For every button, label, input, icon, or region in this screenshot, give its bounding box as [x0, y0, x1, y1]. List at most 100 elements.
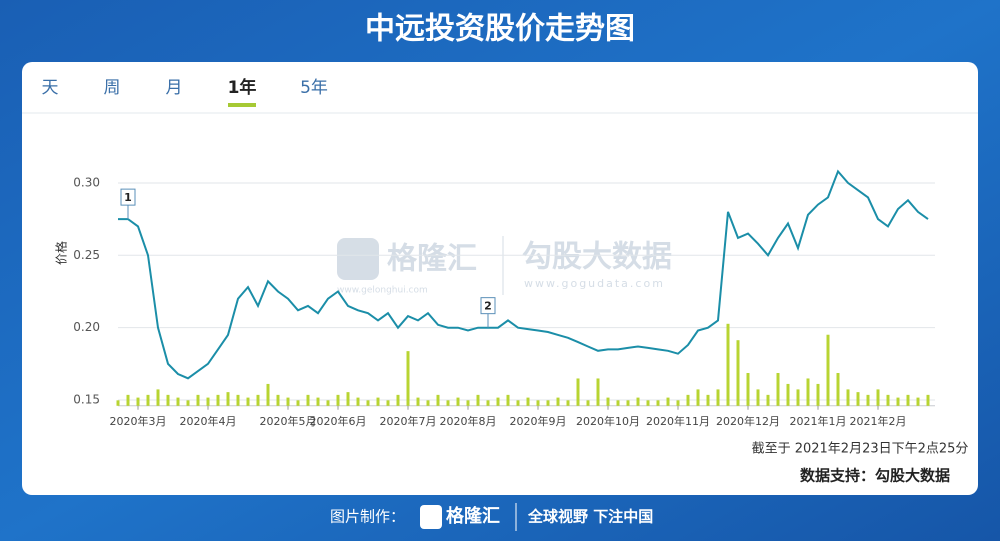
- footer-logo: [420, 505, 442, 529]
- volume-bar: [796, 389, 800, 406]
- volume-bar: [356, 397, 360, 406]
- volume-bar: [136, 397, 140, 406]
- volume-bar: [766, 394, 770, 406]
- volume-bar: [156, 389, 160, 406]
- volume-bar: [556, 397, 560, 406]
- volume-bar: [566, 400, 570, 406]
- volume-bar: [716, 389, 720, 406]
- volume-bar: [506, 394, 510, 406]
- volume-bar: [276, 394, 280, 406]
- x-tick-label: 2020年8月: [440, 414, 497, 428]
- footer-brand: 格隆汇: [446, 505, 500, 527]
- volume-bar: [906, 394, 910, 406]
- volume-bar: [836, 373, 840, 406]
- watermark-url: www.gogudata.com: [524, 277, 665, 290]
- x-tick-label: 2020年4月: [180, 414, 237, 428]
- volume-bar: [446, 400, 450, 406]
- volume-bar: [806, 378, 810, 406]
- volume-bar: [606, 397, 610, 406]
- volume-bar: [746, 373, 750, 406]
- source: 数据支持：勾股大数据: [800, 467, 950, 485]
- annotation-box: [120, 188, 136, 206]
- volume-bar: [516, 400, 520, 406]
- volume-bar: [886, 394, 890, 406]
- volume-bar: [266, 383, 270, 406]
- footer-slogan: 全球视野 下注中国: [527, 508, 653, 526]
- volume-bar: [166, 394, 170, 406]
- volume-bar: [616, 400, 620, 406]
- x-tick-label: 2020年12月: [716, 414, 780, 428]
- volume-bar: [926, 394, 930, 406]
- volume-bar: [146, 394, 150, 406]
- x-tick-label: 2021年2月: [850, 414, 907, 428]
- watermark: 格隆汇 www.gelonghui.com 勾股大数据 www.gogudata…: [337, 236, 672, 296]
- volume-bar: [126, 394, 130, 406]
- volume-bar: [736, 340, 740, 406]
- volume-bar: [536, 400, 540, 406]
- card: [22, 62, 978, 495]
- footer-label: 图片制作：: [330, 508, 405, 526]
- tab[interactable]: 周: [104, 78, 121, 98]
- annotation-box: [480, 297, 496, 315]
- volume-bar: [246, 397, 250, 406]
- volume-bar: [816, 383, 820, 406]
- x-tick-label: 2020年5月: [260, 414, 317, 428]
- volume-bar: [696, 389, 700, 406]
- tab[interactable]: 1年: [228, 77, 257, 98]
- volume-bar: [386, 400, 390, 406]
- volume-bar: [686, 394, 690, 406]
- watermark-logo: [337, 238, 379, 280]
- volume-bar: [376, 397, 380, 406]
- volume-bar: [206, 397, 210, 406]
- volume-bar: [666, 397, 670, 406]
- y-tick-label: 0.25: [73, 248, 100, 262]
- annotation-label: 1: [124, 191, 132, 204]
- x-tick-label: 2020年11月: [646, 414, 710, 428]
- volume-bar: [296, 400, 300, 406]
- volume-bar: [826, 334, 830, 406]
- tab[interactable]: 月: [166, 78, 183, 98]
- volume-bar: [346, 392, 350, 406]
- volume-bar: [186, 400, 190, 406]
- volume-bar: [786, 383, 790, 406]
- volume-bar: [336, 394, 340, 406]
- x-tick-label: 2020年7月: [380, 414, 437, 428]
- volume-bar: [656, 400, 660, 406]
- volume-bar: [196, 394, 200, 406]
- volume-bar: [256, 394, 260, 406]
- volume-bar: [226, 392, 230, 406]
- volume-bar: [586, 400, 590, 406]
- volume-bar: [756, 389, 760, 406]
- tab-underline: [228, 103, 256, 107]
- timestamp: 截至于 2021年2月23日下午2点25分: [752, 442, 969, 457]
- tab[interactable]: 5年: [300, 78, 328, 98]
- volume-bar: [636, 397, 640, 406]
- volume-bar: [316, 397, 320, 406]
- volume-bar: [546, 400, 550, 406]
- volume-bar: [486, 400, 490, 406]
- volume-bar: [476, 394, 480, 406]
- watermark-text: 格隆汇: [387, 242, 477, 277]
- tab[interactable]: 天: [42, 78, 59, 98]
- volume-bar: [116, 400, 120, 406]
- volume-bar: [526, 397, 530, 406]
- volume-bar: [416, 397, 420, 406]
- annotation-label: 2: [484, 300, 492, 313]
- price-line: [118, 169, 929, 380]
- volume-bar: [366, 400, 370, 406]
- x-tick-label: 2020年6月: [310, 414, 367, 428]
- volume-bar: [466, 400, 470, 406]
- volume-bar: [396, 394, 400, 406]
- y-tick-label: 0.15: [73, 393, 100, 407]
- volume-bar: [326, 400, 330, 406]
- y-axis-label: 价格: [54, 241, 69, 265]
- volume-bar: [176, 397, 180, 406]
- chart-title: 中远投资股价走势图: [365, 12, 635, 47]
- volume-bar: [456, 397, 460, 406]
- volume-bar: [676, 400, 680, 406]
- x-tick-label: 2020年3月: [110, 414, 167, 428]
- volume-bar: [436, 394, 440, 406]
- y-tick-label: 0.20: [73, 320, 100, 334]
- volume-bar: [726, 323, 730, 406]
- volume-bar: [856, 392, 860, 406]
